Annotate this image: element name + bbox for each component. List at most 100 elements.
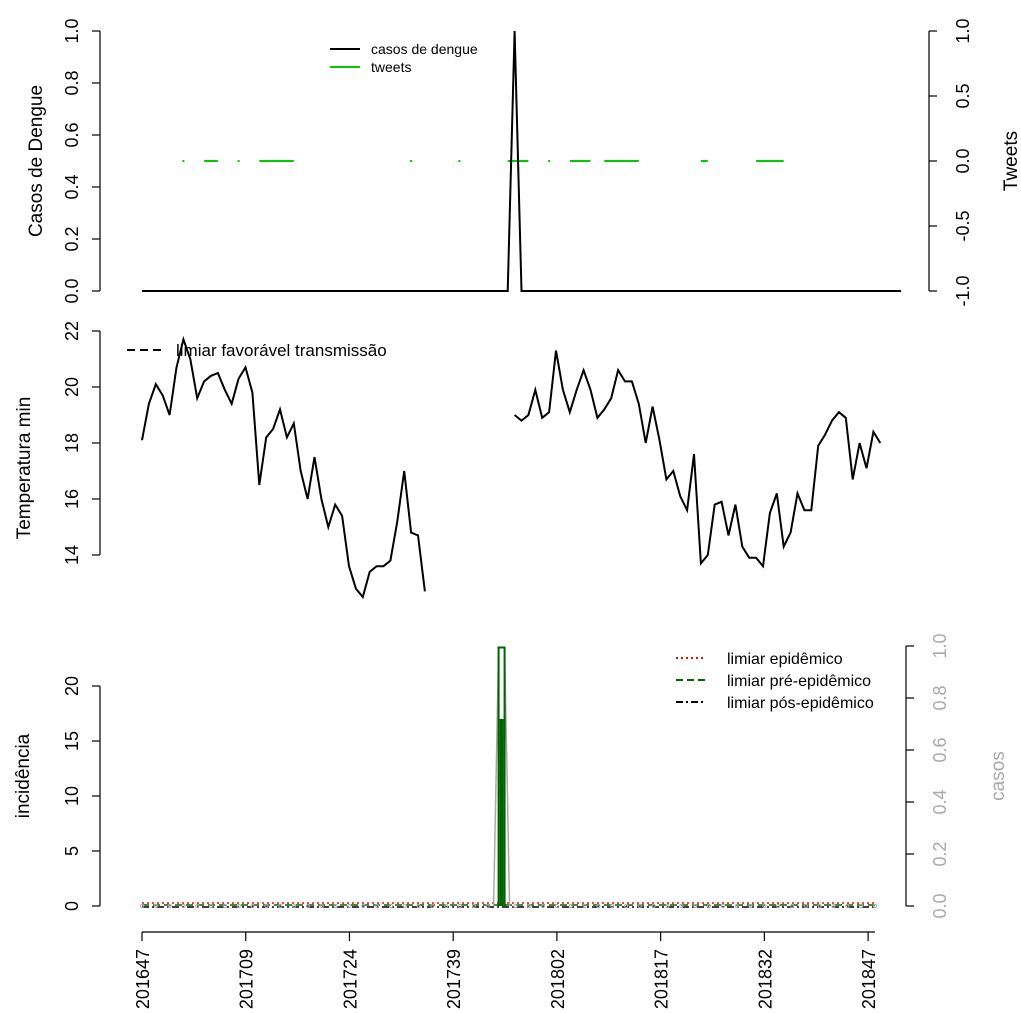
casos-marker — [430, 903, 435, 909]
casos-marker — [278, 903, 283, 909]
casos-marker — [665, 903, 670, 909]
casos-marker — [637, 903, 642, 909]
legend-thresholds: limiar epidêmico limiar pré-epidêmico li… — [676, 651, 874, 712]
y-tick-label: 20 — [62, 377, 82, 397]
x-tick-label: 201709 — [237, 949, 257, 1009]
casos-marker — [554, 903, 560, 909]
casos-marker — [333, 903, 338, 909]
casos-marker — [388, 903, 394, 909]
casos-marker — [568, 903, 573, 909]
casos-marker — [693, 903, 698, 909]
casos-marker — [582, 903, 587, 909]
casos-marker — [347, 903, 352, 909]
casos-marker — [167, 903, 172, 909]
casos-marker — [416, 903, 421, 909]
casos-marker — [803, 903, 808, 909]
casos-marker — [831, 903, 836, 909]
casos-marker — [720, 903, 725, 909]
casos-marker — [513, 903, 518, 909]
left-ticks-temp: 14 16 18 20 22 — [62, 321, 100, 565]
legend-label-casos: casos de dengue — [371, 41, 478, 57]
x-tick-label: 201847 — [859, 949, 879, 1009]
y-tick-label: 0.2 — [930, 841, 950, 866]
casos-marker — [444, 903, 449, 909]
casos-marker — [305, 903, 311, 909]
y-tick-label: 0 — [62, 901, 82, 911]
incidence-lines — [139, 646, 878, 909]
y-tick-label: 15 — [62, 731, 82, 751]
casos-marker — [596, 903, 601, 909]
x-tick-label: 201647 — [133, 949, 153, 1009]
y-tick-label: 0.4 — [930, 789, 950, 814]
y-tick-label: 16 — [62, 489, 82, 509]
legend-label-epidemico: limiar epidêmico — [727, 651, 843, 668]
x-tick-label: 201832 — [755, 949, 775, 1009]
y-tick-label: 0.6 — [62, 122, 82, 147]
casos-marker — [264, 903, 269, 909]
legend-label-pos-epidemico: limiar pós-epidêmico — [727, 695, 874, 712]
y-tick-label: 0.6 — [930, 737, 950, 762]
casos-marker — [679, 903, 684, 909]
casos-marker — [762, 903, 767, 909]
casos-marker — [139, 903, 145, 909]
casos-marker — [485, 903, 490, 909]
casos-marker — [195, 903, 200, 909]
y-tick-label: 0.0 — [62, 278, 82, 303]
y-tick-label: 0.0 — [953, 148, 973, 173]
casos-marker — [153, 903, 158, 909]
casos-marker — [540, 903, 546, 909]
ylabel-left: Casos de Dengue — [26, 85, 47, 237]
legend-label-pre-epidemico: limiar pré-epidêmico — [727, 673, 871, 690]
legend-temp: limiar favorável transmissão — [127, 341, 387, 360]
right-ticks-casos: 0.0 0.2 0.4 0.6 0.8 1.0 — [906, 633, 950, 919]
casos-marker — [319, 903, 324, 909]
x-tick-label: 201817 — [652, 949, 672, 1009]
y-tick-label: 0.0 — [930, 893, 950, 918]
casos-marker — [845, 903, 850, 909]
series-temperatura-min — [141, 335, 882, 600]
casos-marker — [471, 903, 477, 909]
casos-marker — [789, 903, 795, 909]
x-tick-label: 201802 — [548, 949, 568, 1009]
y-tick-label: 14 — [62, 545, 82, 565]
casos-marker — [292, 903, 297, 909]
y-tick-label: -1.0 — [953, 275, 973, 306]
y-tick-label: -0.5 — [953, 210, 973, 241]
ylabel-incidencia: incidência — [13, 733, 34, 818]
left-ticks-incidencia: 0 5 10 15 20 — [62, 676, 100, 911]
y-tick-label: 1.0 — [953, 18, 973, 43]
panel-dengue-tweets: 0.0 0.2 0.4 0.6 0.8 1.0 -1.0 -0.5 0.0 0.5 1.0 Cas… — [26, 18, 1021, 306]
left-ticks: 0.0 0.2 0.4 0.6 0.8 1.0 — [62, 18, 100, 304]
y-tick-label: 0.4 — [62, 174, 82, 199]
y-tick-label: 0.8 — [62, 70, 82, 95]
casos-marker — [375, 903, 380, 909]
ylabel-casos: casos — [988, 751, 1009, 801]
casos-marker — [236, 903, 241, 909]
casos-marker — [748, 903, 753, 909]
y-tick-label: 1.0 — [62, 18, 82, 43]
casos-marker — [817, 903, 822, 909]
incidencia-peak-outline — [497, 646, 506, 906]
casos-marker — [250, 903, 255, 909]
casos-marker — [610, 903, 615, 909]
x-ticks: 201647 201709 201724 201739 201802 201817 2018… — [133, 932, 879, 1009]
series-casos-de-dengue — [142, 30, 901, 292]
casos-marker — [734, 903, 739, 909]
x-tick-label: 201724 — [340, 949, 360, 1009]
casos-marker — [872, 903, 878, 909]
y-tick-label: 20 — [62, 676, 82, 696]
casos-marker — [209, 903, 214, 909]
legend-label-limiar: limiar favorável transmissão — [176, 341, 387, 360]
y-tick-label: 18 — [62, 433, 82, 453]
panel-incidencia: 0 5 10 15 20 0.0 0.2 0.4 0.6 0.8 1.0 201647 201709… — [13, 633, 1009, 1009]
ylabel-right: Tweets — [1001, 131, 1021, 191]
casos-marker — [402, 903, 407, 909]
casos-marker — [859, 903, 864, 909]
casos-marker — [527, 903, 532, 909]
casos-marker — [706, 903, 712, 909]
casos-marker — [651, 903, 656, 909]
casos-marker — [361, 903, 366, 909]
right-ticks: -1.0 -0.5 0.0 0.5 1.0 — [929, 18, 973, 307]
x-tick-label: 201739 — [444, 949, 464, 1009]
